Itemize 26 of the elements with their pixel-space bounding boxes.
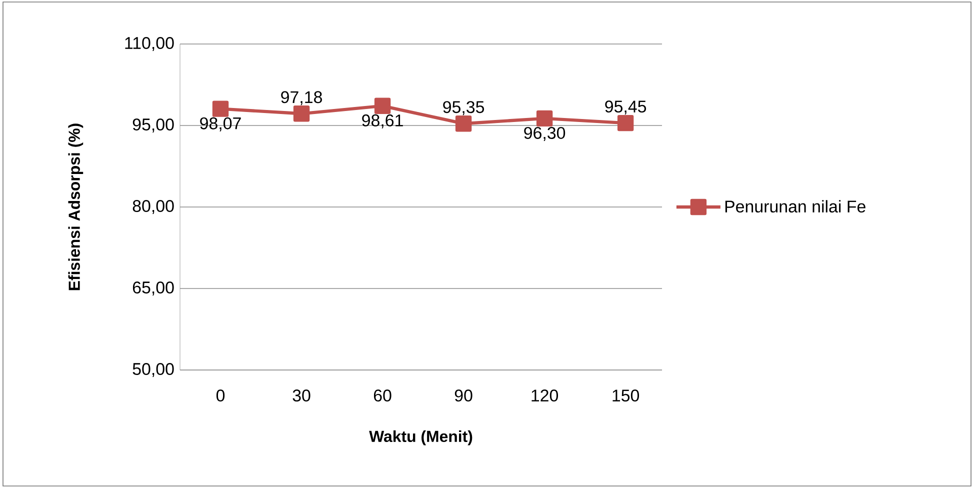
x-axis-title: Waktu (Menit): [369, 430, 472, 446]
x-tick-label: 30: [292, 390, 310, 402]
y-tick-label: 110,00: [125, 37, 174, 51]
y-axis-title: Efisiensi Adsorpsi (%): [68, 124, 84, 290]
y-tick-label: 50,00: [132, 363, 174, 377]
x-tick-label: 150: [612, 390, 640, 402]
data-label: 95,45: [605, 100, 646, 115]
point: [212, 100, 229, 117]
data-label: 98,07: [200, 117, 241, 132]
data-label: 95,35: [443, 101, 484, 116]
x-tick-label: 90: [454, 390, 472, 402]
legend-label: Penurunan nilai Fe: [725, 200, 866, 213]
point: [293, 106, 310, 122]
x-tick-label: 120: [532, 390, 558, 402]
data-label: 98,61: [362, 114, 403, 128]
data-label: 96,30: [524, 126, 566, 141]
x-tick-label: 0: [216, 390, 225, 402]
point: [617, 114, 634, 132]
y-tick-label: 80,00: [132, 200, 174, 214]
y-tick-label: 95,00: [132, 118, 174, 132]
point: [536, 110, 553, 127]
y-tick-label: 65,00: [132, 282, 174, 296]
point: [455, 116, 472, 132]
data-label: 97,18: [281, 91, 322, 106]
x-tick-label: 60: [374, 390, 392, 402]
point: [374, 98, 391, 114]
